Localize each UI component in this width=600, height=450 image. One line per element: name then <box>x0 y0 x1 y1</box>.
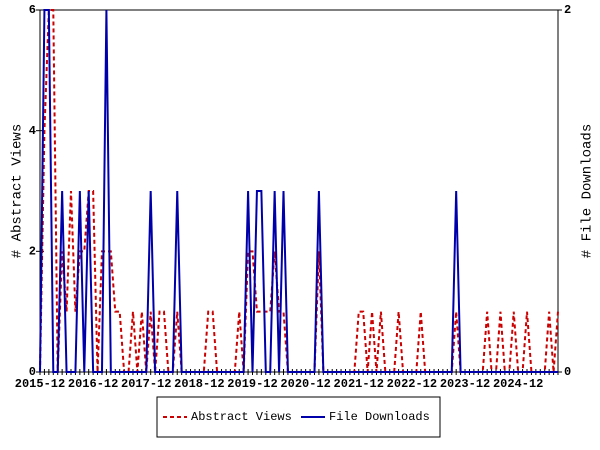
x-tick-label: 2017-12 <box>121 377 171 391</box>
y-tick-label: 6 <box>29 3 36 17</box>
legend-box <box>156 396 441 438</box>
x-tick-label: 2022-12 <box>387 377 437 391</box>
y2-axis-title: # File Downloads <box>580 124 596 258</box>
x-tick-label: 2020-12 <box>280 377 330 391</box>
series-line <box>39 9 558 373</box>
series-line <box>39 9 559 373</box>
x-tick-label: 2019-12 <box>227 377 277 391</box>
legend-label: Abstract Views <box>191 410 292 424</box>
x-tick-label: 2018-12 <box>174 377 224 391</box>
x-tick-label: 2024-12 <box>493 377 543 391</box>
y-tick-label: 0 <box>29 365 36 379</box>
x-tick-label: 2023-12 <box>440 377 490 391</box>
y-axis-title: # Abstract Views <box>10 124 26 258</box>
y-tick-label: 4 <box>29 124 36 138</box>
x-tick-label: 2016-12 <box>68 377 118 391</box>
y2-tick-label: 0 <box>564 365 571 379</box>
plot-frame <box>39 9 559 373</box>
x-tick-label: 2015-12 <box>15 377 65 391</box>
x-tick-label: 2021-12 <box>334 377 384 391</box>
legend-label: File Downloads <box>329 410 430 424</box>
y2-tick-label: 2 <box>564 3 571 17</box>
y-tick-label: 2 <box>29 245 36 259</box>
